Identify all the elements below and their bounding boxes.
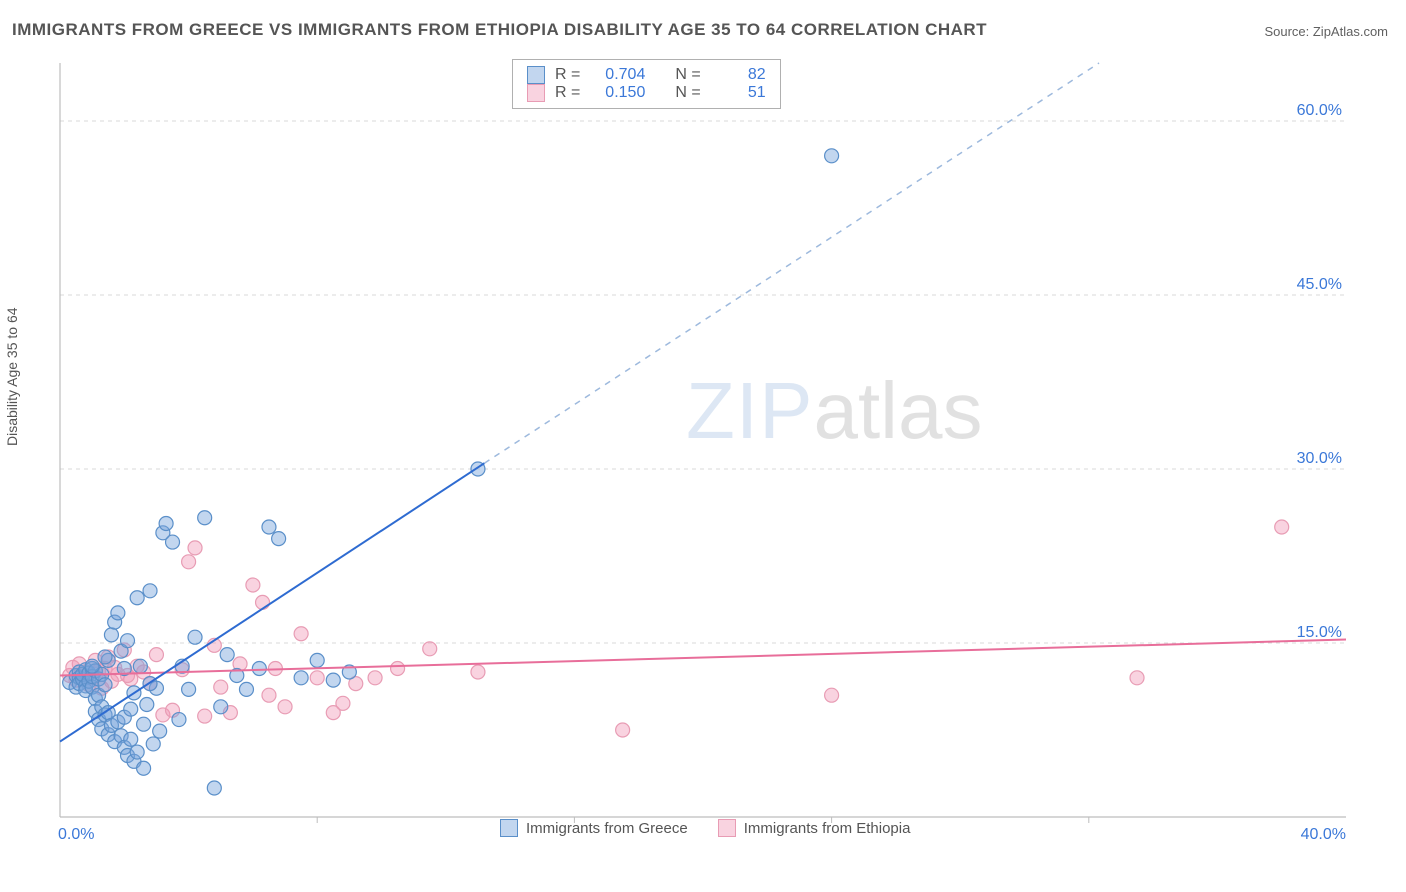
legend-item-greece: Immigrants from Greece xyxy=(500,819,688,837)
r-value-greece: 0.704 xyxy=(590,66,645,84)
svg-text:0.0%: 0.0% xyxy=(58,826,94,843)
svg-text:30.0%: 30.0% xyxy=(1297,450,1342,467)
chart-area: 0.0%40.0%15.0%30.0%45.0%60.0% ZIPatlas R… xyxy=(46,55,1356,845)
legend-label-ethiopia: Immigrants from Ethiopia xyxy=(744,820,911,837)
n-label: N = xyxy=(675,66,700,84)
source-label: Source: ZipAtlas.com xyxy=(1264,24,1388,39)
y-axis-label: Disability Age 35 to 64 xyxy=(4,307,20,446)
swatch-ethiopia-icon xyxy=(718,819,736,837)
correlation-stats-box: R = 0.704 N = 82 R = 0.150 N = 51 xyxy=(512,59,781,109)
stats-row-ethiopia: R = 0.150 N = 51 xyxy=(527,84,766,102)
legend-label-greece: Immigrants from Greece xyxy=(526,820,688,837)
n-value-ethiopia: 51 xyxy=(711,84,766,102)
svg-text:15.0%: 15.0% xyxy=(1297,624,1342,641)
swatch-ethiopia-icon xyxy=(527,84,545,102)
n-value-greece: 82 xyxy=(711,66,766,84)
swatch-greece-icon xyxy=(500,819,518,837)
swatch-greece-icon xyxy=(527,66,545,84)
svg-text:40.0%: 40.0% xyxy=(1301,826,1346,843)
legend-item-ethiopia: Immigrants from Ethiopia xyxy=(718,819,911,837)
scatter-chart: 0.0% 40.0% 15.0% 30.0% 45.0% 60.0% xyxy=(46,55,1356,845)
chart-title: IMMIGRANTS FROM GREECE VS IMMIGRANTS FRO… xyxy=(12,20,987,40)
stats-row-greece: R = 0.704 N = 82 xyxy=(527,66,766,84)
r-label: R = xyxy=(555,66,580,84)
r-label: R = xyxy=(555,84,580,102)
n-label: N = xyxy=(675,84,700,102)
r-value-ethiopia: 0.150 xyxy=(590,84,645,102)
svg-text:60.0%: 60.0% xyxy=(1297,102,1342,119)
legend: Immigrants from Greece Immigrants from E… xyxy=(500,819,910,837)
svg-text:45.0%: 45.0% xyxy=(1297,276,1342,293)
